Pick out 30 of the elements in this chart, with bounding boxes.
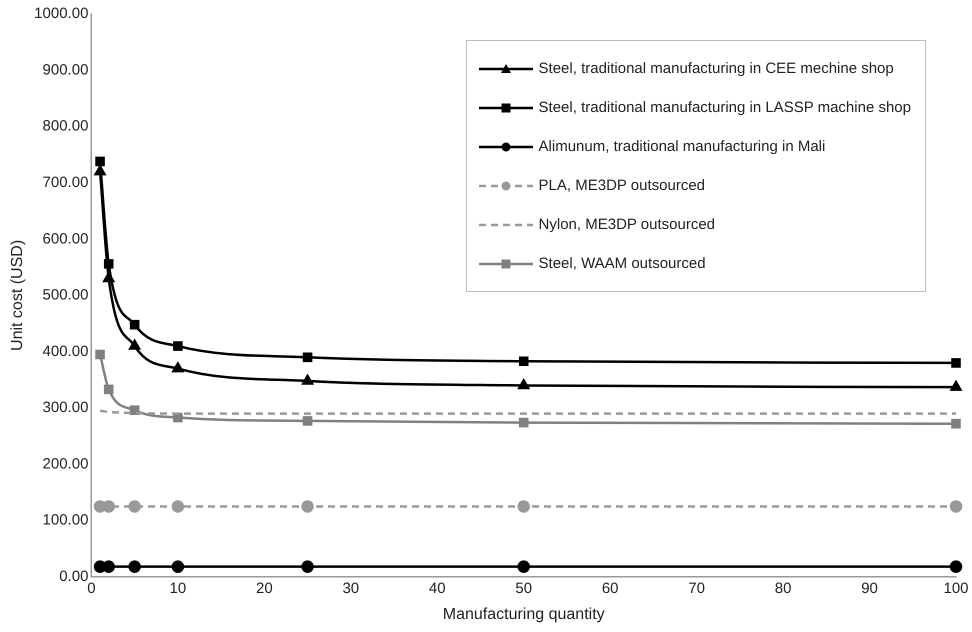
legend-label: Alimunum, traditional manufacturing in Mali — [538, 138, 826, 155]
x-tick-label: 40 — [428, 580, 446, 597]
y-tick-label: 700.00 — [42, 174, 88, 191]
x-tick-label: 50 — [515, 580, 532, 597]
y-tick-label: 400.00 — [42, 342, 88, 360]
x-tick-label: 60 — [602, 580, 619, 597]
x-tick-label: 70 — [688, 580, 705, 597]
x-tick-label: 90 — [861, 580, 878, 597]
legend-label: Steel, traditional manufacturing in LASSP machine shop — [538, 99, 911, 116]
y-tick-label: 500.00 — [42, 286, 88, 304]
y-axis-title: Unit cost (USD) — [9, 240, 26, 351]
legend-label: Steel, WAAM outsourced — [538, 255, 706, 272]
y-tick-label: 0.00 — [59, 568, 88, 585]
x-tick-label: 80 — [774, 580, 792, 597]
legend-label: Nylon, ME3DP outsourced — [538, 216, 716, 233]
y-tick-label: 900.00 — [42, 61, 88, 78]
x-tick-label: 0 — [87, 580, 96, 597]
y-tick-label: 600.00 — [42, 230, 88, 248]
x-tick-label: 20 — [256, 580, 273, 597]
x-tick-label: 10 — [170, 580, 186, 597]
x-tick-label: 100 — [943, 580, 969, 597]
x-tick-label: 30 — [342, 580, 360, 597]
y-tick-label: 1000.00 — [34, 5, 88, 22]
x-axis-title: Manufacturing quantity — [442, 606, 605, 623]
y-tick-label: 800.00 — [42, 118, 88, 135]
y-tick-label: 300.00 — [42, 399, 88, 416]
y-tick-label: 100.00 — [42, 512, 88, 529]
y-tick-label: 200.00 — [42, 455, 88, 472]
legend-label: PLA, ME3DP outsourced — [538, 177, 706, 194]
legend-label: Steel, traditional manufacturing in CEE mechine shop — [538, 60, 894, 77]
